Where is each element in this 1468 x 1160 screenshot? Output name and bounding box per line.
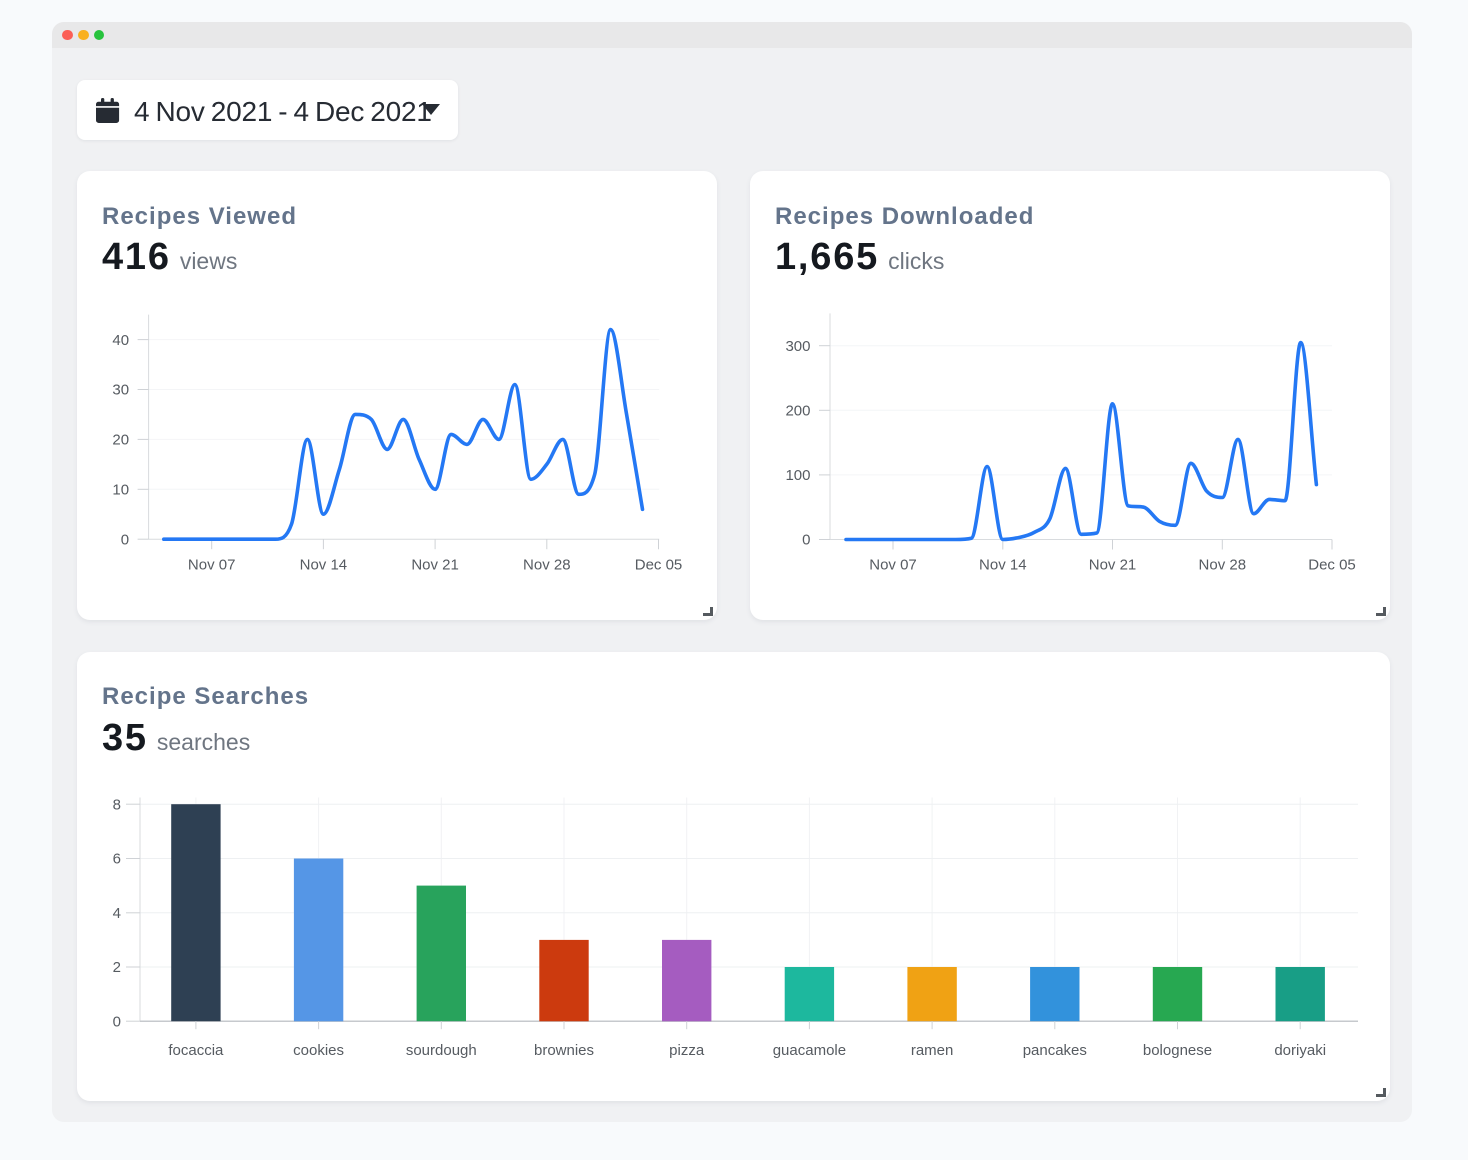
svg-text:pizza: pizza xyxy=(669,1041,705,1058)
svg-text:Nov 07: Nov 07 xyxy=(188,557,236,574)
svg-text:Nov 21: Nov 21 xyxy=(1089,557,1137,574)
svg-text:300: 300 xyxy=(785,338,810,355)
svg-text:Nov 14: Nov 14 xyxy=(300,557,348,574)
svg-text:Nov 14: Nov 14 xyxy=(979,557,1027,574)
svg-text:20: 20 xyxy=(112,432,129,449)
svg-text:10: 10 xyxy=(112,482,129,499)
svg-text:Nov 21: Nov 21 xyxy=(411,557,459,574)
svg-text:6: 6 xyxy=(113,850,121,867)
svg-text:0: 0 xyxy=(113,1013,121,1030)
svg-text:brownies: brownies xyxy=(534,1041,594,1058)
svg-text:100: 100 xyxy=(785,467,810,484)
svg-text:8: 8 xyxy=(113,796,121,813)
svg-text:40: 40 xyxy=(112,332,129,349)
svg-text:guacamole: guacamole xyxy=(773,1041,846,1058)
svg-text:30: 30 xyxy=(112,382,129,399)
svg-text:Dec 05: Dec 05 xyxy=(1308,557,1356,574)
svg-text:200: 200 xyxy=(785,403,810,420)
svg-text:cookies: cookies xyxy=(293,1041,344,1058)
svg-text:bolognese: bolognese xyxy=(1143,1041,1212,1058)
svg-text:Nov 07: Nov 07 xyxy=(869,557,917,574)
svg-text:Dec 05: Dec 05 xyxy=(635,557,683,574)
svg-text:0: 0 xyxy=(802,532,810,549)
svg-text:ramen: ramen xyxy=(911,1041,954,1058)
svg-text:4: 4 xyxy=(113,904,121,921)
svg-text:pancakes: pancakes xyxy=(1023,1041,1087,1058)
svg-text:2: 2 xyxy=(113,959,121,976)
svg-text:doriyaki: doriyaki xyxy=(1274,1041,1326,1058)
svg-text:Nov 28: Nov 28 xyxy=(1199,557,1247,574)
svg-text:0: 0 xyxy=(121,531,129,548)
svg-text:Nov 28: Nov 28 xyxy=(523,557,571,574)
svg-text:focaccia: focaccia xyxy=(168,1041,224,1058)
svg-text:sourdough: sourdough xyxy=(406,1041,477,1058)
